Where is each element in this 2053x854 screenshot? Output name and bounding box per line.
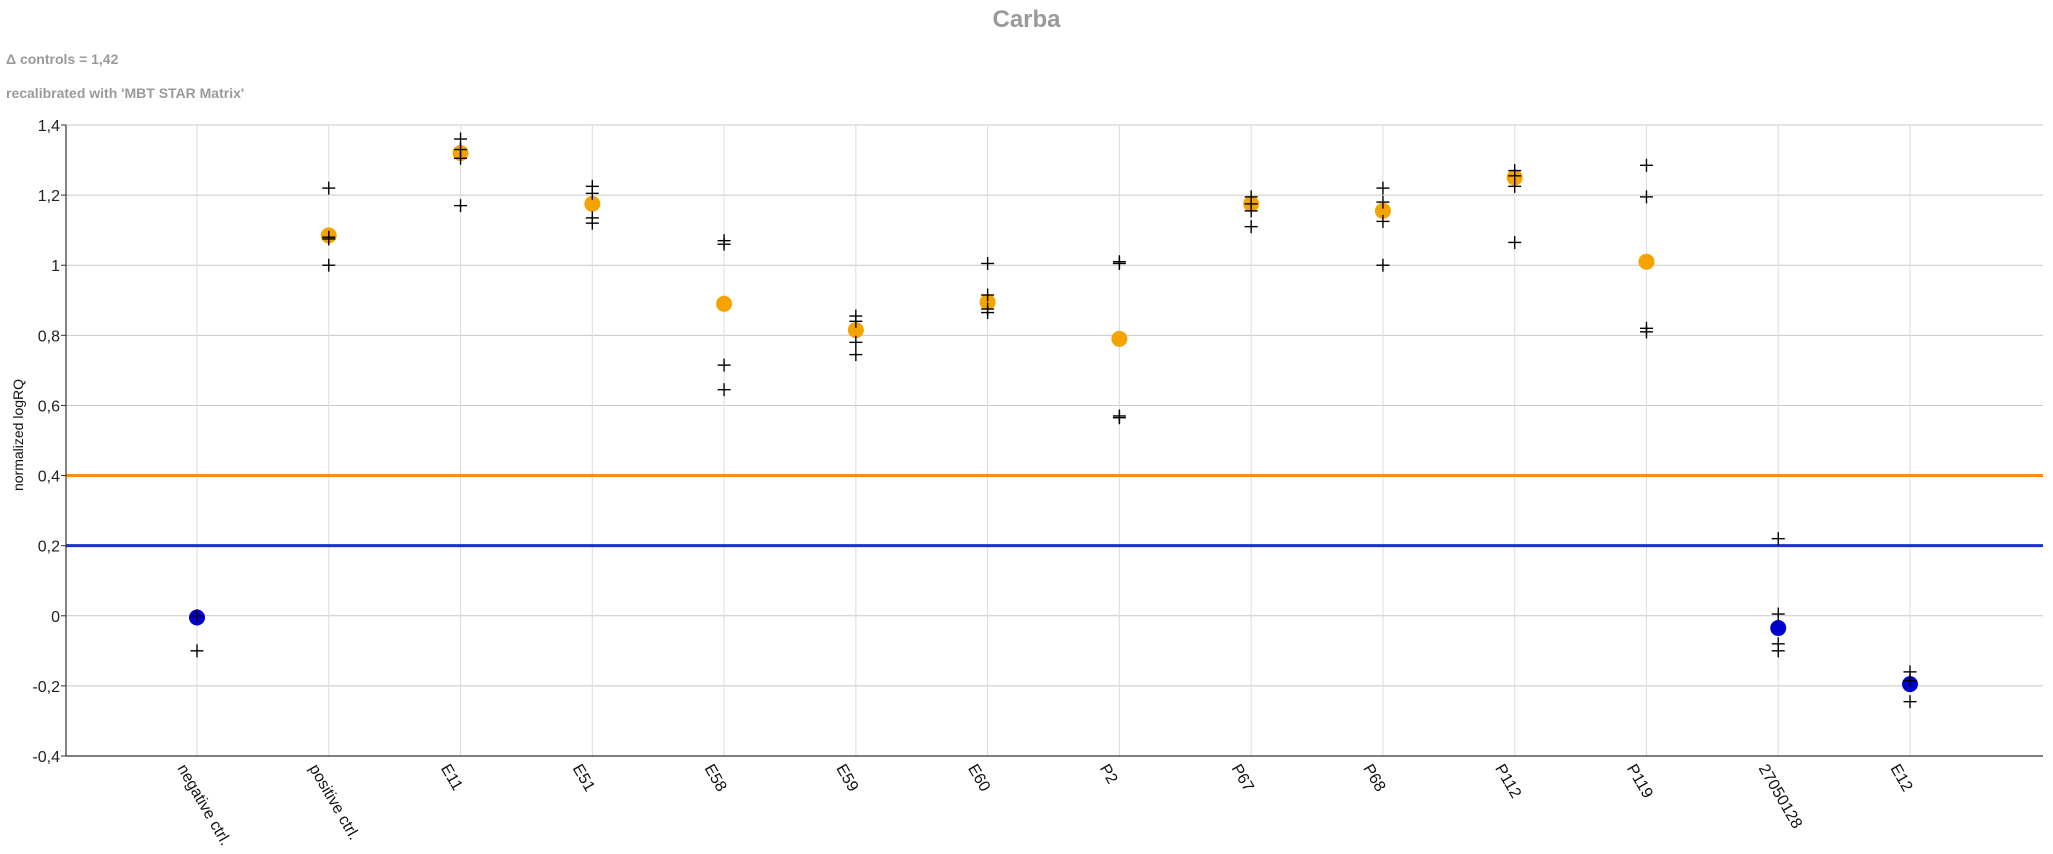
replicate-point	[322, 181, 336, 195]
replicate-point	[1639, 190, 1653, 204]
replicate-point	[1771, 644, 1785, 658]
y-tick-label: 0,8	[38, 328, 60, 345]
x-tick-label: E59	[832, 762, 861, 795]
replicate-point	[1376, 258, 1390, 272]
replicate-point	[849, 314, 863, 328]
x-tick-label: P2	[1096, 762, 1121, 788]
mean-point	[847, 322, 864, 339]
replicate-point	[981, 256, 995, 270]
replicate-point	[1112, 411, 1126, 425]
replicate-point	[1112, 256, 1126, 270]
mean-point	[584, 195, 601, 212]
replicate-point	[322, 258, 336, 272]
replicate-point	[1903, 674, 1917, 688]
replicate-point	[1771, 532, 1785, 546]
replicate-point	[1639, 325, 1653, 339]
replicate-point	[585, 186, 599, 200]
replicate-point	[190, 609, 204, 623]
replicate-point	[717, 383, 731, 397]
x-axis-ticks: negative ctrl. positive ctrl. E11 E51 E58 E59…	[174, 762, 1916, 849]
replicate-point	[1508, 235, 1522, 249]
x-tick-label: positive ctrl.	[305, 762, 362, 844]
mean-point	[979, 294, 996, 311]
replicate-point	[1376, 214, 1390, 228]
replicate-point	[1244, 204, 1258, 218]
x-tick-label: E11	[437, 762, 465, 794]
x-tick-label: E12	[1887, 762, 1916, 795]
subtitle-recalibration: recalibrated with 'MBT STAR Matrix'	[6, 85, 245, 101]
y-tick-label: 1,4	[38, 118, 60, 135]
replicate-point	[1376, 195, 1390, 209]
y-tick-label: 1,2	[38, 188, 60, 205]
y-tick-label: 0,6	[38, 398, 60, 415]
mean-point	[716, 295, 733, 312]
subtitle-delta-controls: Δ controls = 1,42	[6, 51, 119, 67]
mean-point	[1374, 202, 1391, 219]
x-tick-label: E60	[964, 762, 993, 795]
mean-point	[1638, 253, 1655, 270]
replicate-point	[1508, 179, 1522, 193]
mean-point	[1770, 620, 1787, 637]
replicate-point	[981, 306, 995, 320]
replicate-point	[849, 335, 863, 349]
replicate-point	[1903, 695, 1917, 709]
replicate-point	[1376, 181, 1390, 195]
x-tick-label: P68	[1359, 762, 1388, 795]
x-tick-label: P67	[1228, 762, 1257, 795]
x-tick-label: negative ctrl.	[174, 762, 234, 849]
x-tick-label: P112	[1491, 762, 1524, 802]
y-tick-label: 0	[51, 609, 60, 626]
grid-lines	[66, 124, 2043, 757]
replicate-point	[454, 151, 468, 165]
x-tick-label: 27050128	[1755, 762, 1805, 832]
replicate-point	[585, 216, 599, 230]
axes	[65, 125, 2043, 757]
replicate-point	[1244, 220, 1258, 234]
y-tick-label: -0,4	[32, 749, 60, 766]
y-tick-label: -0,2	[32, 679, 60, 696]
y-axis-label: normalized logRQ	[10, 379, 26, 491]
replicate-point	[322, 232, 336, 246]
mean-points	[189, 145, 1919, 693]
replicate-point	[1771, 607, 1785, 621]
y-tick-label: 0,4	[38, 469, 60, 486]
y-tick-label: 0,2	[38, 539, 60, 556]
replicate-points	[190, 132, 1917, 709]
x-tick-label: E58	[701, 762, 730, 795]
mean-point	[1111, 330, 1128, 347]
replicate-point	[1639, 158, 1653, 172]
chart-title: Carba	[992, 6, 1061, 33]
replicate-point	[454, 199, 468, 213]
replicate-point	[981, 288, 995, 302]
replicate-point	[849, 348, 863, 362]
replicate-point	[717, 237, 731, 251]
x-tick-label: E51	[569, 762, 598, 795]
y-axis-ticks: -0,4 -0,2 0 0,2 0,4 0,6 0,8 1 1,2 1,4	[32, 118, 66, 766]
replicate-point	[717, 358, 731, 372]
y-tick-label: 1	[51, 258, 60, 275]
x-tick-label: P119	[1623, 762, 1656, 802]
threshold-lines	[66, 474, 2043, 548]
replicate-point	[190, 644, 204, 658]
